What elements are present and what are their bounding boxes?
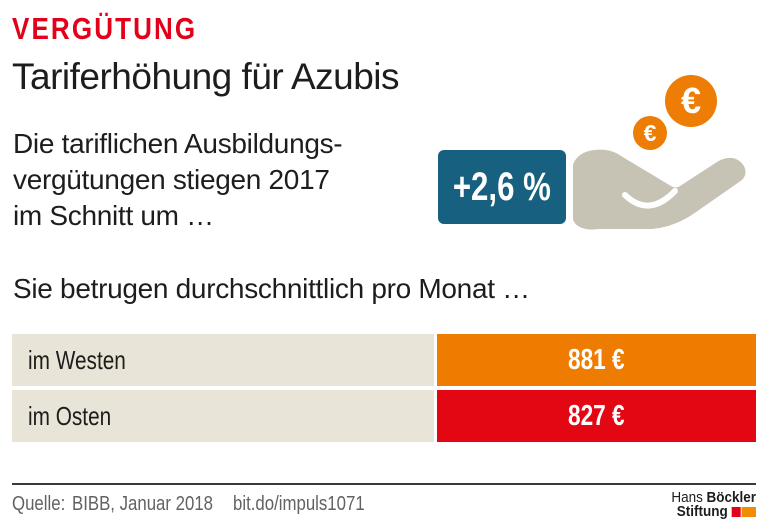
logo-name-bold: Böckler: [706, 489, 756, 506]
kicker: VERGÜTUNG: [12, 11, 233, 47]
footer-divider: [12, 483, 756, 485]
bar-label-west: im Westen: [12, 334, 434, 386]
bar-label-east: im Osten: [12, 390, 434, 442]
kicker-text: VERGÜTUNG: [12, 11, 198, 46]
logo-stiftung: Stiftung: [677, 503, 729, 520]
increase-value: +2,6 %: [452, 164, 552, 209]
open-hand-icon: [573, 149, 746, 230]
intro-text: Die tariflichen Ausbildungs- vergütungen…: [13, 126, 343, 234]
logo-name-regular: Hans: [671, 489, 703, 506]
palm-crease: [622, 188, 678, 209]
bar-value-west: 881 €: [437, 334, 756, 386]
source-text: BIBB, Januar 2018: [72, 493, 214, 515]
hand-shape: [573, 149, 746, 230]
logo-line-2: Stiftung: [662, 503, 756, 520]
euro-symbol: €: [680, 80, 702, 121]
subheading: Sie betrugen durchschnittlich pro Monat …: [13, 273, 530, 304]
increase-badge: +2,6 %: [438, 150, 566, 224]
euro-symbol: €: [643, 119, 657, 146]
logo-line-1: Hans Böckler: [662, 489, 756, 506]
intro-line-2: vergütungen stiegen 2017: [13, 164, 330, 195]
euro-coin-icon-small: €: [633, 116, 667, 150]
page-title: Tariferhöhung für Azubis: [12, 56, 400, 97]
intro-line-1: Die tariflichen Ausbildungs-: [13, 128, 343, 159]
euro-coin-icon-large: €: [665, 75, 717, 127]
intro-line-3: im Schnitt um …: [13, 200, 214, 231]
bar-value-east: 827 €: [437, 390, 756, 442]
source-link[interactable]: bit.do/impuls1071: [233, 493, 365, 515]
logo-mark-orange: [741, 507, 756, 517]
hans-boeckler-stiftung-logo: Hans Böckler Stiftung: [662, 489, 756, 520]
source-label: Quelle:: [12, 493, 66, 515]
logo-mark-red: [731, 507, 741, 517]
